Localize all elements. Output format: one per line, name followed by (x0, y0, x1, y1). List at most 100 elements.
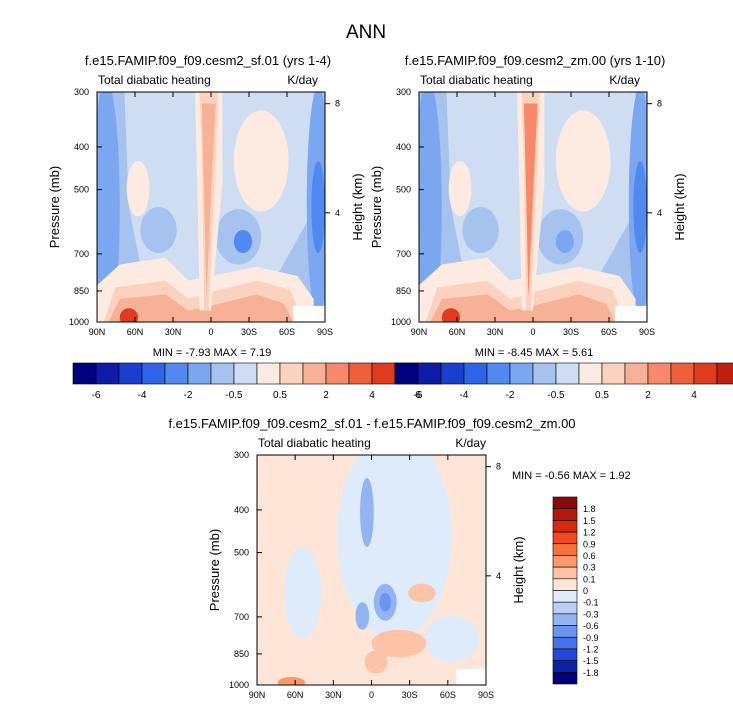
contour-band-hot-boundary (119, 308, 139, 322)
right-tick-label: 8 (657, 99, 662, 109)
colorbar-swatch (552, 520, 578, 533)
colorbar-label: -2 (506, 390, 515, 401)
colorbar-swatch (164, 362, 189, 385)
colorbar-swatch (532, 362, 557, 385)
colorbar-swatch (486, 362, 511, 385)
panel-2-colorbar: 1.81.51.20.90.60.30.10-0.1-0.3-0.6-0.9-1… (552, 496, 599, 685)
masked-region (615, 305, 647, 322)
colorbar-swatch (141, 362, 166, 385)
y-tick-label: 500 (396, 185, 411, 195)
y-tick-label: 400 (234, 505, 249, 515)
contour-band-pos-boundary (277, 676, 306, 685)
colorbar-label: -1.8 (583, 668, 599, 678)
colorbar-label: 1.2 (583, 528, 596, 538)
panel-1-contour-field (419, 92, 647, 322)
x-tick-label: 90N (411, 327, 428, 337)
x-tick-label: 30N (487, 327, 504, 337)
colorbar-label: 0.9 (583, 539, 596, 549)
y-tick-label: 500 (74, 185, 89, 195)
contour-layers (419, 92, 647, 322)
colorbar-label: 0 (583, 586, 588, 596)
colorbar-swatch (647, 362, 672, 385)
colorbar-label: -0.9 (583, 633, 599, 643)
contour-band-cold-midlat-s (233, 230, 253, 253)
colorbar-swatch (72, 362, 97, 385)
contour-band-itcz-core (201, 103, 216, 299)
x-tick-label: 30N (165, 327, 182, 337)
colorbar-swatch (118, 362, 143, 385)
contour-band-pos-eq (364, 650, 388, 674)
colorbar-swatch (552, 543, 578, 556)
colorbar-swatch (552, 672, 578, 685)
colorbar-swatch (463, 362, 488, 385)
colorbar-swatch (555, 362, 580, 385)
colorbar-swatch (552, 496, 578, 509)
colorbar-swatch (552, 566, 578, 580)
colorbar-label: -2 (184, 390, 193, 401)
panel-2: f.e15.FAMIP.f09_f09.cesm2_sf.01 - f.e15.… (168, 416, 630, 700)
right-tick-label: 8 (335, 99, 340, 109)
x-tick-label: 60N (127, 327, 144, 337)
right-tick-label: 8 (496, 462, 501, 472)
contour-band-warm-upper-s (233, 110, 289, 212)
panel-0-title: f.e15.FAMIP.f09_f09.cesm2_sf.01 (yrs 1-4… (85, 53, 331, 68)
colorbar-swatch (210, 362, 235, 385)
right-tick-label: 4 (657, 208, 662, 218)
contour-band-cold-south (633, 161, 647, 253)
x-tick-label: 30S (402, 690, 418, 700)
masked-region (293, 305, 325, 322)
x-tick-label: 30S (241, 327, 257, 337)
x-tick-label: 90N (89, 327, 106, 337)
x-tick-label: 60N (287, 690, 304, 700)
contour-band-pos-lower (371, 629, 427, 658)
colorbar-label: 0.1 (583, 574, 596, 584)
colorbar-label: 6 (415, 390, 421, 401)
colorbar-swatch (417, 362, 442, 385)
colorbar-label: -4 (138, 390, 147, 401)
colorbar-swatch (670, 362, 695, 385)
contour-band-neg-eq-lower (355, 602, 370, 630)
y-tick-label: 850 (74, 286, 89, 296)
panel-2-units-label: K/day (455, 436, 486, 450)
contour-band-itcz-core (523, 103, 538, 299)
colorbar-swatch (693, 362, 718, 385)
colorbar-swatch (325, 362, 350, 385)
colorbar-label: 1.8 (583, 504, 596, 514)
x-tick-label: 60S (279, 327, 295, 337)
panel-1-colorbar: -6 -4 -2 -0.5 0.5 2 4 6 (394, 362, 733, 401)
panel-0: f.e15.FAMIP.f09_f09.cesm2_sf.01 (yrs 1-4… (47, 53, 442, 401)
y-tick-label: 500 (234, 548, 249, 558)
x-tick-label: 0 (369, 690, 374, 700)
colorbar-swatch (440, 362, 465, 385)
panel-0-stats: MIN = -7.93 MAX = 7.19 (153, 347, 272, 359)
masked-region (456, 668, 486, 685)
panel-0-colorbar: -6 -4 -2 -0.5 0.5 2 4 6 (72, 362, 442, 401)
contour-band-pos-s (408, 583, 436, 603)
right-axis-title: Height (km) (511, 536, 526, 603)
y-tick-label: 1000 (69, 317, 89, 327)
colorbar-swatch (578, 362, 603, 385)
contour-band-neg-south-lower (424, 616, 480, 662)
panel-2-title: f.e15.FAMIP.f09_f09.cesm2_sf.01 - f.e15.… (168, 416, 575, 431)
contour-band-neg-midlat-core (379, 593, 391, 612)
colorbar-swatch (552, 578, 578, 591)
colorbar-label: -0.6 (583, 621, 599, 631)
y-tick-label: 700 (74, 249, 89, 259)
panel-2-axes: 90N 60N 30N 0 30S 60S 90S 300 400 500 700 850 1000 8 4… (207, 450, 526, 700)
panel-0-axes: 90N 60N 30N 0 30S 60S 90S 300 400 500 700 850 1000 8 4… (47, 87, 365, 337)
y-tick-label: 300 (234, 450, 249, 460)
contour-layers (97, 92, 325, 322)
colorbar-label: -0.3 (583, 609, 599, 619)
colorbar-swatch (394, 362, 419, 385)
colorbar-swatch (552, 531, 578, 545)
x-tick-label: 60S (601, 327, 617, 337)
contour-band-cold-south (311, 161, 325, 253)
x-tick-label: 30N (325, 690, 342, 700)
panel-2-contour-field (257, 455, 486, 685)
panel-1-title: f.e15.FAMIP.f09_f09.cesm2_zm.00 (yrs 1-1… (405, 53, 666, 68)
colorbar-label: -0.1 (583, 598, 599, 608)
x-tick-label: 90S (317, 327, 333, 337)
contour-layers (257, 455, 486, 685)
colorbar-label: -6 (414, 390, 423, 401)
